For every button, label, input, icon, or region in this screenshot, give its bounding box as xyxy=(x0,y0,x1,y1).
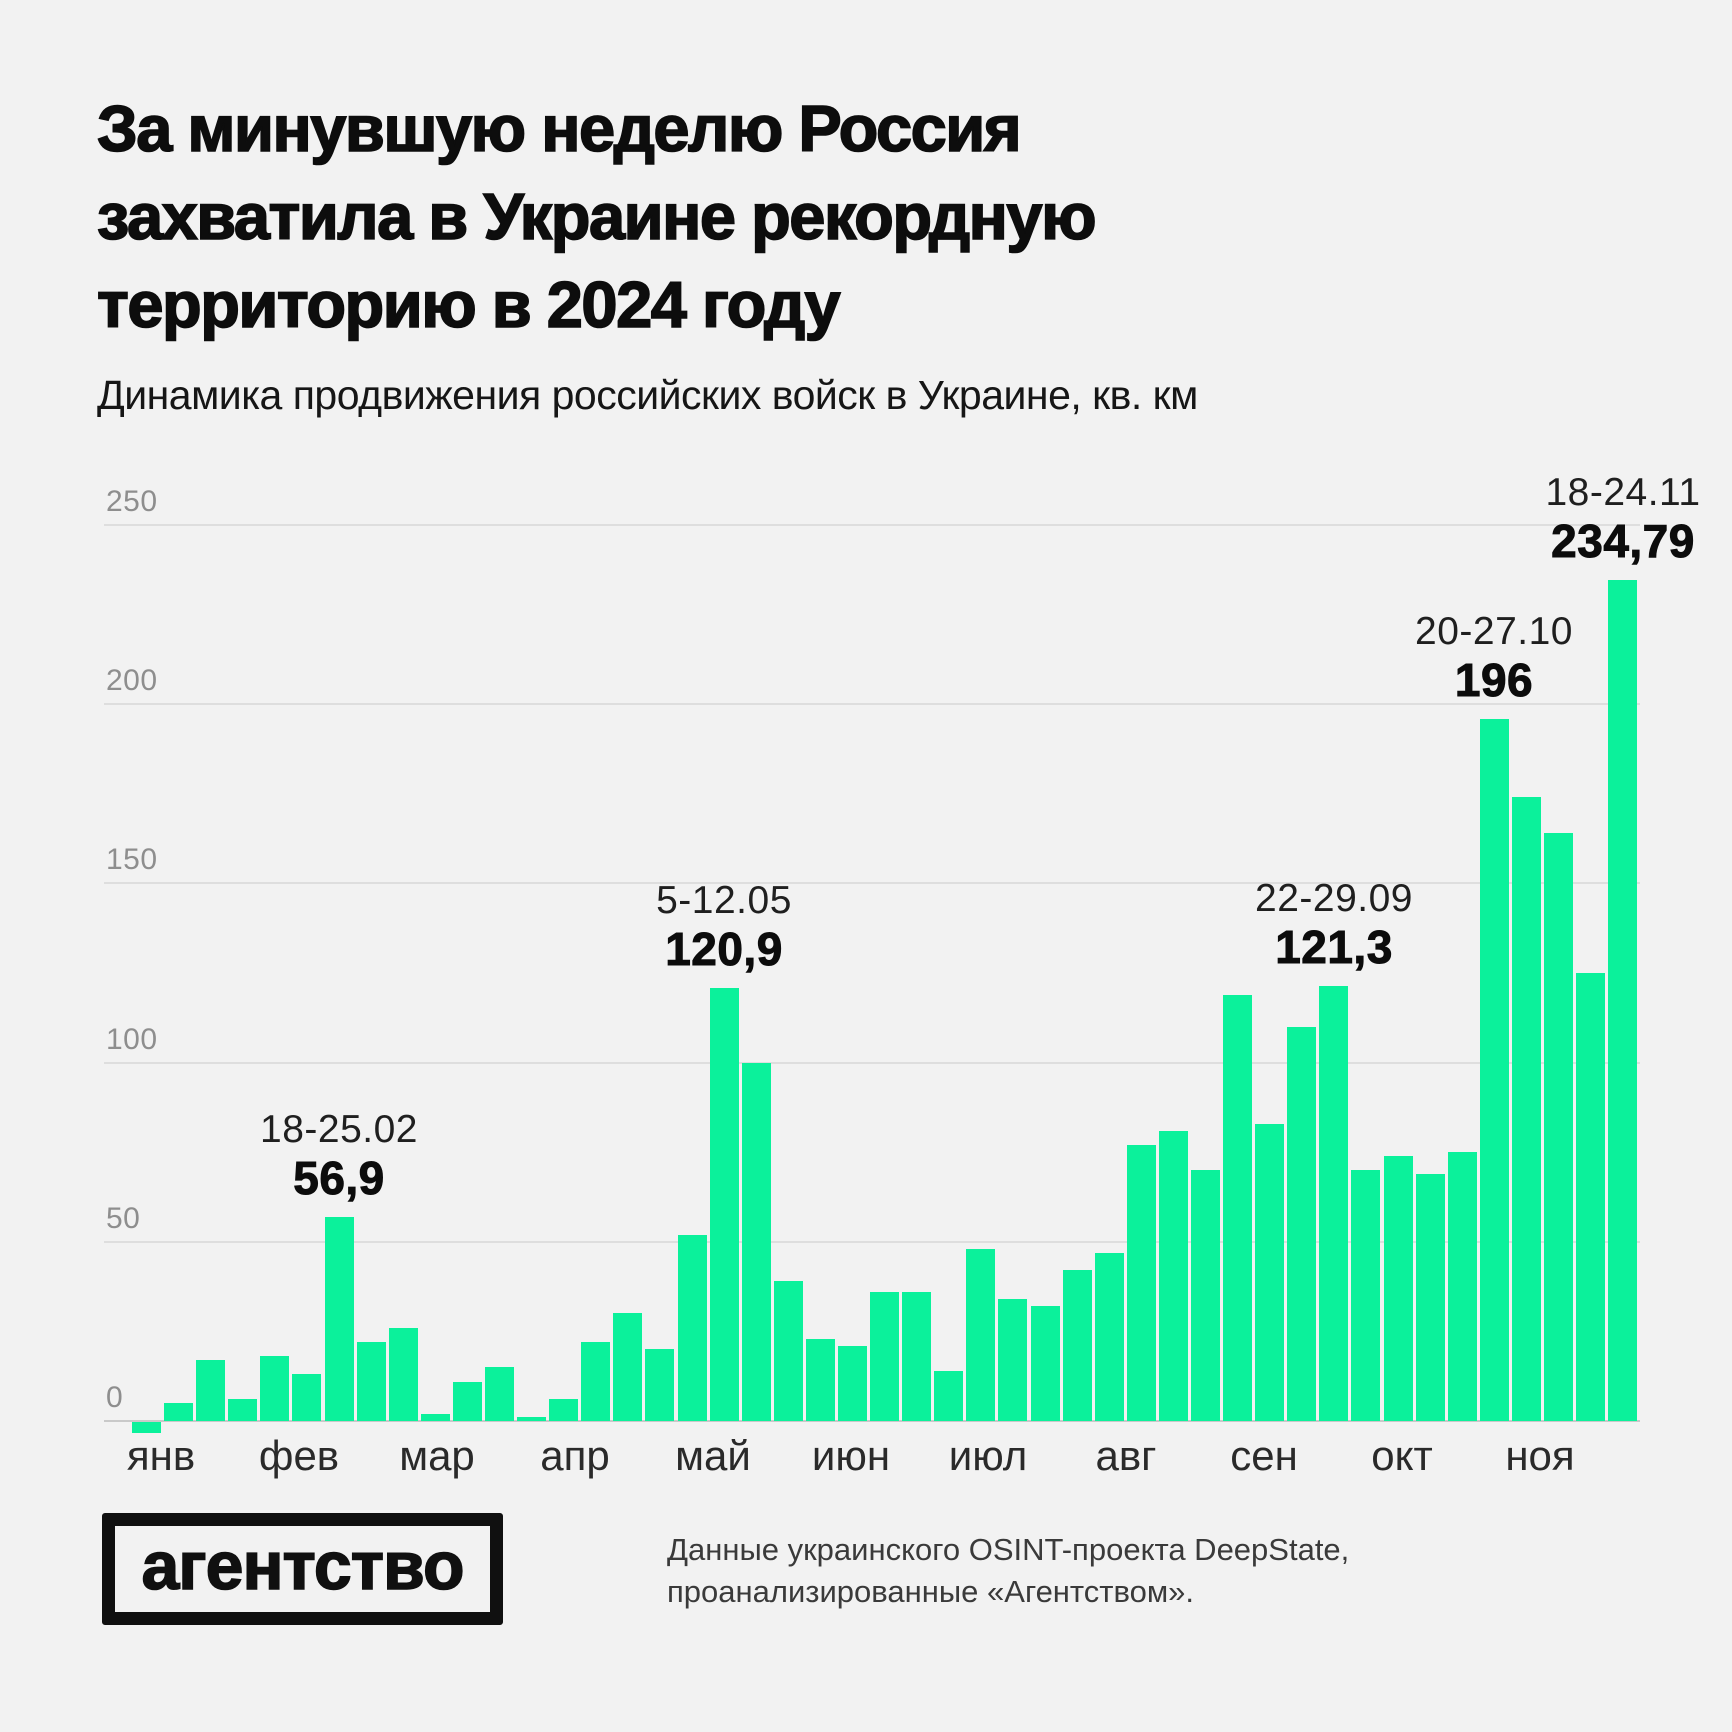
gridline-150 xyxy=(104,882,1640,885)
x-axis-month-label: авг xyxy=(1095,1432,1157,1479)
annotation-date: 22-29.09 xyxy=(1255,877,1413,920)
bar-week-38 xyxy=(1319,986,1348,1421)
data-source-note: Данные украинского OSINT-проекта DeepSta… xyxy=(667,1529,1349,1613)
bar-week-33 xyxy=(1159,1130,1188,1421)
bar-week-12 xyxy=(485,1367,514,1421)
bar-week-37 xyxy=(1287,1026,1316,1421)
bar-week-22 xyxy=(806,1338,835,1421)
peak-annotation: 18-25.02 56,9 xyxy=(260,1107,418,1204)
source-line-1: Данные украинского OSINT-проекта DeepSta… xyxy=(667,1532,1350,1567)
title-line-1: За минувшую неделю Россия xyxy=(96,91,1022,166)
bar-week-42 xyxy=(1448,1152,1477,1421)
bar-week-25 xyxy=(902,1291,931,1421)
bar-week-40 xyxy=(1384,1155,1413,1421)
bar-week-14 xyxy=(549,1399,578,1421)
x-axis-month-label: сен xyxy=(1230,1432,1298,1479)
bar-week-9 xyxy=(389,1327,418,1421)
bar-week-7 xyxy=(325,1217,354,1421)
bar-week-21 xyxy=(774,1281,803,1421)
x-axis-month-label: ноя xyxy=(1505,1432,1575,1479)
agentstvo-logo: агентство xyxy=(102,1513,503,1625)
bar-week-2 xyxy=(164,1403,193,1421)
x-axis-month-label: мар xyxy=(399,1432,475,1479)
bar-week-47 xyxy=(1608,579,1637,1421)
annotation-value: 121,3 xyxy=(1275,921,1393,973)
bar-week-4 xyxy=(228,1399,257,1421)
bar-week-34 xyxy=(1191,1170,1220,1421)
bar-week-39 xyxy=(1351,1170,1380,1421)
peak-annotation: 20-27.10 196 xyxy=(1415,609,1573,706)
bar-week-16 xyxy=(613,1313,642,1421)
bar-week-1 xyxy=(132,1422,161,1433)
bar-week-45 xyxy=(1544,833,1573,1421)
x-axis-month-label: май xyxy=(675,1432,751,1479)
x-axis-month-label: апр xyxy=(540,1432,610,1479)
bar-week-31 xyxy=(1095,1252,1124,1421)
y-axis-tick-label: 0 xyxy=(106,1381,124,1414)
gridline-200 xyxy=(104,703,1640,706)
gridline-50 xyxy=(104,1240,1640,1243)
bar-week-5 xyxy=(260,1356,289,1421)
annotation-date: 20-27.10 xyxy=(1415,610,1573,653)
annotation-date: 18-24.11 xyxy=(1545,471,1701,514)
bar-week-46 xyxy=(1576,973,1605,1421)
chart-subtitle: Динамика продвижения российских войск в … xyxy=(97,372,1198,418)
y-axis-tick-label: 100 xyxy=(106,1022,158,1056)
x-axis-month-label: янв xyxy=(126,1432,196,1479)
bar-week-41 xyxy=(1416,1173,1445,1421)
bar-week-17 xyxy=(645,1349,674,1421)
bar-week-36 xyxy=(1255,1123,1284,1421)
annotation-value: 120,9 xyxy=(665,923,783,975)
bar-week-8 xyxy=(357,1342,386,1421)
bar-week-26 xyxy=(934,1370,963,1421)
page-title: За минувшую неделю Россия захватила в Ук… xyxy=(96,85,1097,349)
y-axis-tick-label: 50 xyxy=(106,1201,141,1235)
annotation-date: 5-12.05 xyxy=(656,879,792,922)
annotation-value: 234,79 xyxy=(1551,515,1695,567)
bar-week-43 xyxy=(1480,718,1509,1421)
x-axis-month-label: окт xyxy=(1371,1432,1433,1479)
peak-annotation: 5-12.05 120,9 xyxy=(656,878,792,975)
title-line-2: захватила в Украине рекордную xyxy=(96,179,1097,254)
bar-week-44 xyxy=(1512,797,1541,1421)
gridline-250 xyxy=(104,524,1640,526)
x-axis-month-label: июл xyxy=(948,1432,1028,1479)
peak-annotation: 18-24.11 234,79 xyxy=(1545,470,1701,567)
bar-week-24 xyxy=(870,1291,899,1421)
annotation-value: 196 xyxy=(1454,654,1534,706)
bar-week-6 xyxy=(292,1374,321,1421)
bar-week-32 xyxy=(1127,1145,1156,1421)
bar-week-28 xyxy=(998,1299,1027,1421)
bar-week-20 xyxy=(742,1062,771,1421)
annotation-value: 56,9 xyxy=(293,1152,385,1204)
bar-week-13 xyxy=(517,1417,546,1421)
bar-week-30 xyxy=(1063,1270,1092,1421)
bar-week-18 xyxy=(678,1234,707,1421)
bar-week-19 xyxy=(710,987,739,1421)
annotation-date: 18-25.02 xyxy=(260,1108,418,1151)
bar-week-23 xyxy=(838,1345,867,1421)
bar-week-10 xyxy=(421,1413,450,1421)
title-line-3: территорию в 2024 году xyxy=(96,267,841,342)
y-axis-tick-label: 150 xyxy=(106,843,158,877)
gridline-100 xyxy=(104,1061,1640,1064)
peak-annotation: 22-29.09 121,3 xyxy=(1255,876,1413,973)
bar-week-11 xyxy=(453,1381,482,1421)
bar-week-27 xyxy=(966,1248,995,1421)
bar-week-3 xyxy=(196,1360,225,1421)
y-axis-tick-label: 200 xyxy=(106,664,158,698)
gridline-0 xyxy=(104,1420,1640,1422)
bar-week-35 xyxy=(1223,994,1252,1421)
source-line-2: проанализированные «Агентством». xyxy=(667,1574,1194,1609)
x-axis-month-label: июн xyxy=(811,1432,891,1479)
bar-week-29 xyxy=(1031,1306,1060,1421)
agentstvo-logo-text: агентство xyxy=(141,1528,466,1604)
x-axis-month-label: фев xyxy=(258,1432,340,1479)
bar-week-15 xyxy=(581,1342,610,1421)
y-axis-tick-label: 250 xyxy=(106,485,158,518)
